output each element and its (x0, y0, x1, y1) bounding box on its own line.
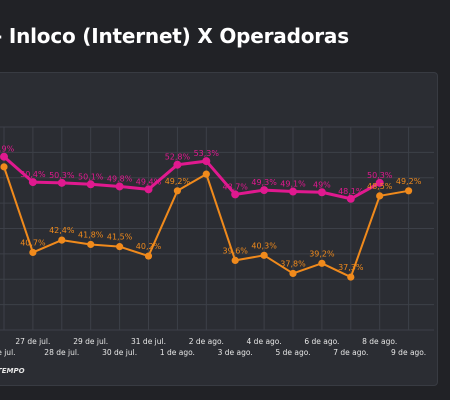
data-point-2 (0, 163, 8, 171)
data-point-1 (289, 187, 297, 196)
x-tick-label: de jul. (0, 348, 16, 357)
x-tick-label: 31 de jul. (131, 337, 166, 346)
data-point-2 (318, 259, 326, 267)
data-label-2: 40,3% (251, 241, 277, 250)
data-point-1 (317, 188, 326, 197)
data-point-2 (347, 273, 355, 281)
data-label-2: 40,2% (136, 242, 162, 251)
grid-lines (0, 126, 434, 331)
data-point-2 (289, 269, 297, 278)
x-tick-label: 5 de ago. (275, 348, 310, 357)
data-label-2: 49,2% (396, 177, 422, 186)
data-point-1 (375, 178, 384, 187)
data-label-2: 42,4% (49, 226, 75, 235)
data-point-2 (231, 256, 239, 264)
data-point-2 (87, 240, 95, 249)
x-tick-label: 27 de jul. (15, 337, 50, 346)
data-label-1: 49,3% (251, 178, 277, 187)
data-label-2: 41,8% (78, 230, 104, 239)
x-tick-label: 2 de ago. (189, 337, 224, 346)
data-label-1: 3.9% (0, 145, 15, 154)
data-point-2 (405, 187, 413, 195)
x-tick-label: 1 de ago. (160, 348, 195, 357)
x-axis-title: TEMPO (0, 367, 25, 375)
x-tick-label: 3 de ago. (218, 348, 253, 357)
data-point-1 (86, 180, 95, 189)
data-label-1: 52,8% (165, 153, 191, 162)
x-tick-label: 7 de ago. (333, 348, 368, 357)
data-point-2 (144, 252, 153, 260)
data-point-1 (57, 178, 66, 187)
data-point-1 (173, 160, 182, 169)
data-label-1: 50,3% (49, 171, 75, 180)
chart-title: - Inloco (Internet) X Operadoras (0, 24, 349, 48)
x-tick-label: 9 de ago. (391, 348, 426, 357)
data-point-2 (29, 248, 37, 257)
data-point-1 (202, 157, 211, 166)
data-point-1 (144, 185, 153, 194)
data-label-1: 48,7% (222, 182, 248, 191)
x-tick-label: 28 de jul. (44, 348, 79, 357)
data-label-1: 50,4% (20, 170, 46, 179)
data-label-2: 48,5% (367, 182, 393, 191)
data-label-2: 39,2% (309, 249, 335, 258)
data-point-1 (231, 190, 240, 199)
data-point-1 (260, 186, 269, 195)
x-tick-label: 6 de ago. (304, 337, 339, 346)
data-point-1 (0, 152, 8, 161)
data-point-2 (260, 251, 268, 259)
series-line-1 (3, 155, 381, 201)
data-label-1: 50,1% (78, 172, 104, 181)
data-label-1: 48,1% (338, 187, 364, 196)
x-tick-label: 30 de jul. (102, 348, 137, 357)
data-labels: 40,7%42,4% 41,8% 41,5%40,2% 49,2% 39,6%40,3%… (0, 145, 422, 272)
data-point-1 (346, 194, 355, 203)
data-label-1: 49,4% (136, 177, 162, 186)
data-point-2 (376, 192, 384, 200)
data-point-2 (202, 170, 210, 178)
data-label-2: 41,5% (107, 233, 133, 242)
data-label-2: 40,7% (20, 238, 46, 247)
data-label-1: 49% (313, 180, 331, 189)
x-axis-ticks: 27 de jul. 29 de jul. 31 de jul. 2 de ago. 4… (0, 337, 426, 357)
x-tick-label: 29 de jul. (73, 337, 108, 346)
data-label-2: 39,6% (222, 246, 248, 255)
data-label-2: 49,2% (165, 177, 191, 186)
data-point-1 (28, 178, 37, 187)
data-point-2 (58, 236, 66, 244)
data-point-2 (173, 187, 181, 195)
data-label-1: 50,3% (367, 171, 393, 180)
data-point-2 (116, 243, 124, 251)
data-label-2: 37,3% (338, 263, 364, 272)
data-label-2: 37,8% (280, 259, 306, 268)
data-label-1: 49,1% (280, 180, 306, 189)
x-tick-label: 8 de ago. (362, 337, 397, 346)
data-label-1: 49,8% (107, 174, 133, 183)
x-tick-label: 4 de ago. (247, 337, 282, 346)
series-points (0, 152, 413, 281)
data-point-1 (115, 182, 124, 191)
data-label-1: 53,3% (194, 149, 220, 158)
